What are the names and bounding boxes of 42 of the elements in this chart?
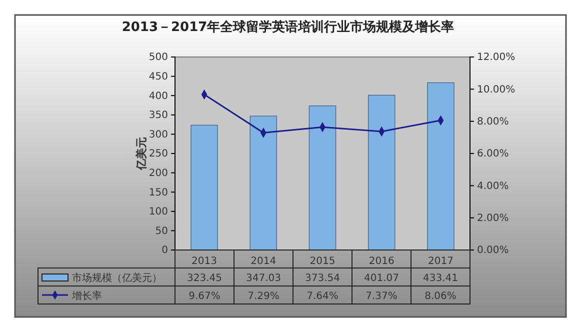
data-label: 7.64%	[306, 291, 338, 302]
data-label: 323.45	[187, 273, 222, 284]
bar	[368, 94, 396, 250]
x-tick-label: 2014	[250, 256, 276, 267]
y2-tick-label: 4.00%	[477, 180, 509, 192]
y-tick-label: 150	[148, 187, 168, 198]
data-label: 9.67%	[188, 291, 220, 302]
x-tick-label: 2017	[428, 256, 454, 267]
chart-title: 2013－2017年全球留学英语培训行业市场规模及增长率	[122, 19, 454, 35]
x-tick-label: 2015	[310, 256, 336, 267]
data-label: 8.06%	[424, 291, 456, 302]
data-label: 7.37%	[366, 291, 398, 302]
x-tick-label: 2016	[368, 256, 394, 267]
y2-tick-label: 2.00%	[477, 213, 509, 224]
y2-tick-label: 8.00%	[477, 116, 509, 128]
y-tick-label: 250	[148, 148, 168, 160]
y2-tick-label: 0.00%	[477, 245, 509, 256]
x-tick-label: 2013	[192, 256, 217, 267]
bar	[427, 82, 454, 250]
data-label: 433.41	[423, 273, 458, 284]
y-tick-label: 350	[148, 110, 168, 122]
y-tick-label: 50	[155, 226, 168, 237]
data-label: 373.54	[305, 273, 340, 284]
data-label: 347.03	[246, 273, 281, 284]
y2-tick-label: 10.00%	[477, 84, 516, 96]
bar	[190, 124, 218, 250]
y2-tick-label: 12.00%	[477, 52, 516, 64]
data-label: 401.07	[364, 273, 399, 284]
y-tick-label: 500	[148, 52, 168, 64]
legend-label: 市场规模（亿美元）	[72, 272, 162, 284]
y-tick-label: 300	[148, 129, 168, 140]
y-tick-label: 100	[148, 206, 168, 218]
y-tick-label: 400	[148, 90, 168, 102]
bar	[250, 116, 277, 250]
y-axis-title: 亿美元	[135, 137, 148, 171]
data-label: 7.29%	[248, 291, 280, 302]
bar	[308, 106, 336, 250]
y-tick-label: 0	[162, 245, 168, 256]
legend-label: 增长率	[71, 290, 102, 302]
y-tick-label: 200	[148, 168, 168, 179]
y2-tick-label: 6.00%	[477, 148, 509, 160]
y-tick-label: 450	[148, 72, 168, 82]
